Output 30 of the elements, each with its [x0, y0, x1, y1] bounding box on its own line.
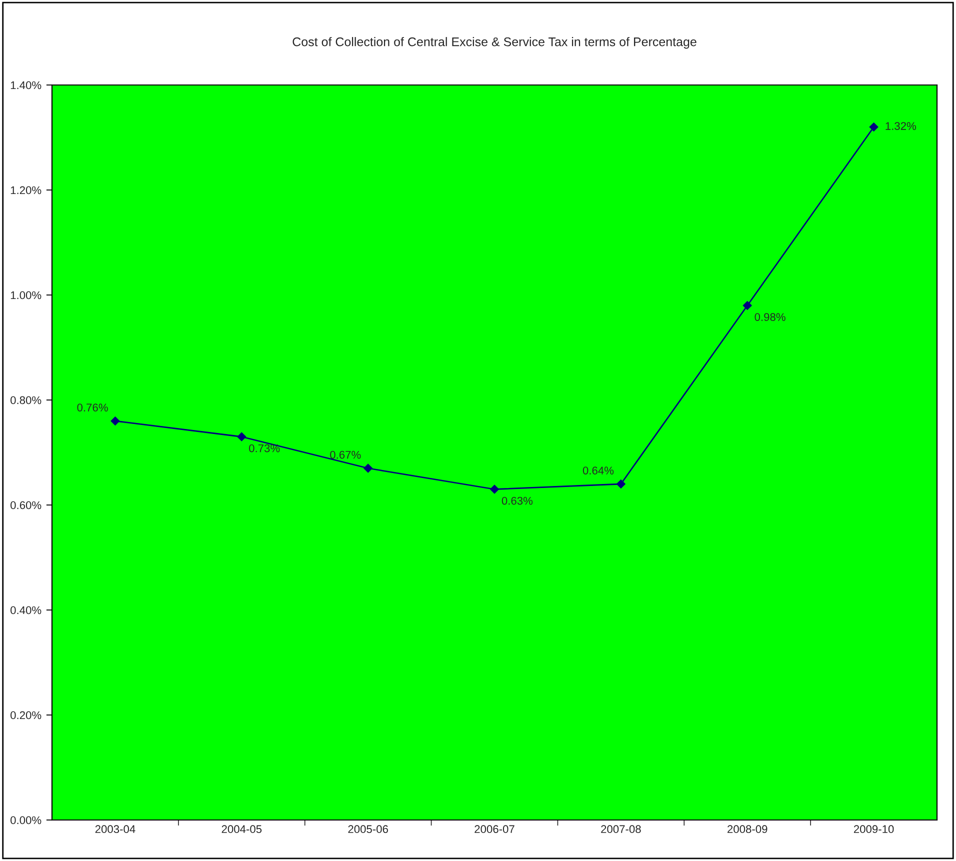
point — [364, 464, 373, 473]
x-tick-label: 2004-05 — [222, 825, 262, 834]
point — [616, 480, 626, 488]
point — [110, 416, 120, 426]
data-label: 0.76% — [77, 404, 108, 412]
y-tick-label: 0.40% — [10, 606, 42, 614]
data-label: 0.73% — [249, 444, 280, 452]
y-tick-label: 0.60% — [10, 501, 42, 510]
x-tick-label: 2006-07 — [474, 825, 514, 834]
y-tick-label: 0.00% — [10, 816, 42, 824]
point — [742, 301, 752, 310]
y-tick-label: 0.80% — [10, 396, 42, 404]
data-label: 0.67% — [330, 450, 361, 459]
y-tick-label: 0.20% — [10, 711, 42, 720]
x-tick-label: 2009-10 — [854, 825, 894, 834]
x-tick-label: 2007-08 — [601, 825, 641, 834]
x-tick-label: 2003-04 — [95, 825, 136, 834]
chart-title: Cost of Collection of Central Excise & Service Tax in terms of Percentage — [292, 37, 696, 49]
data-label: 1.32% — [886, 122, 916, 130]
y-tick-label: 1.40% — [10, 81, 42, 90]
y-tick-label: 1.20% — [10, 186, 42, 194]
point — [237, 432, 246, 442]
x-tick-label: 2005-06 — [348, 825, 388, 834]
point — [869, 122, 878, 132]
data-label: 0.98% — [754, 313, 786, 321]
data-label: 0.64% — [582, 466, 614, 474]
y-tick-label: 1.00% — [10, 291, 42, 300]
x-tick-label: 2008-09 — [728, 825, 768, 834]
point — [490, 484, 499, 494]
data-label: 0.63% — [502, 496, 533, 505]
